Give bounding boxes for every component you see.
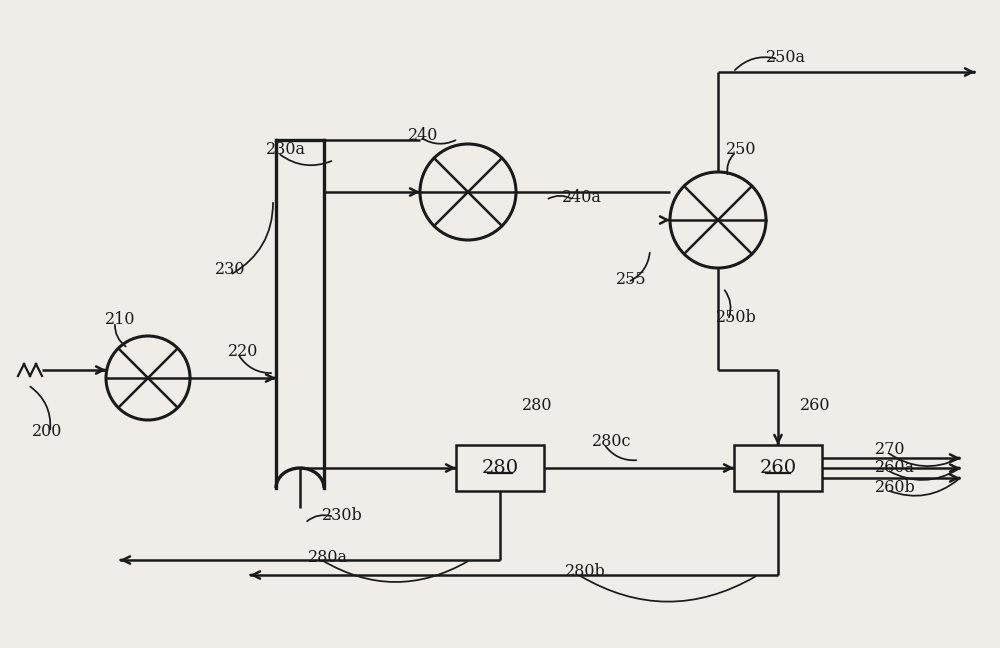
Bar — [734, 445, 822, 491]
Text: 280: 280 — [522, 397, 552, 413]
Text: 270: 270 — [875, 441, 906, 459]
Text: 260: 260 — [759, 459, 797, 477]
Text: 280a: 280a — [308, 548, 348, 566]
Text: 210: 210 — [105, 312, 136, 329]
Text: 250b: 250b — [716, 310, 757, 327]
Text: 250: 250 — [726, 141, 757, 159]
Text: 250a: 250a — [766, 49, 806, 65]
Text: 260b: 260b — [875, 480, 916, 496]
Bar — [456, 445, 544, 491]
Text: 260a: 260a — [875, 459, 915, 476]
Text: 230b: 230b — [322, 507, 363, 524]
Text: 240a: 240a — [562, 189, 602, 207]
Text: 280b: 280b — [565, 564, 606, 581]
Text: 220: 220 — [228, 343, 258, 360]
Text: 240: 240 — [408, 126, 438, 143]
Text: 280c: 280c — [592, 434, 632, 450]
Text: 200: 200 — [32, 424, 62, 441]
Text: 260: 260 — [800, 397, 830, 413]
Text: 255: 255 — [616, 272, 647, 288]
Text: 230a: 230a — [266, 141, 306, 159]
Text: 280: 280 — [481, 459, 519, 477]
Text: 230: 230 — [215, 262, 246, 279]
